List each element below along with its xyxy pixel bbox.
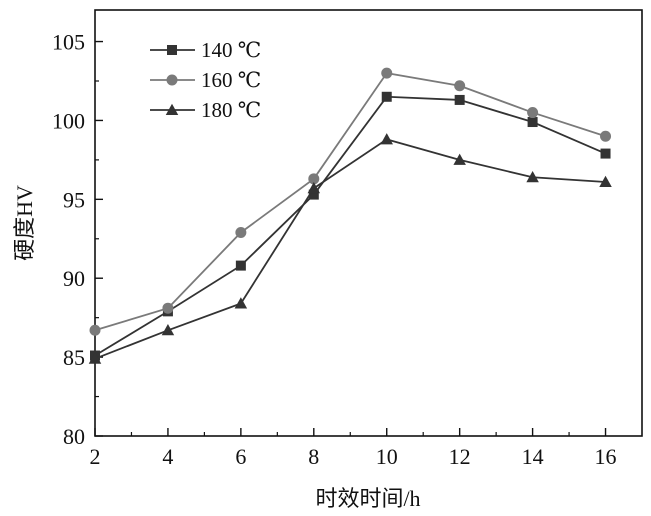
circle-marker: [600, 130, 612, 142]
triangle-marker: [88, 352, 102, 364]
circle-marker: [89, 324, 101, 336]
legend-item: 180 ℃: [150, 98, 261, 122]
square-marker: [308, 189, 319, 200]
x-tick-label: 4: [162, 444, 173, 469]
legend-item: 160 ℃: [150, 68, 261, 92]
circle-marker: [527, 107, 539, 119]
y-tick-label: 105: [52, 30, 85, 55]
square-marker: [381, 91, 392, 102]
circle-marker: [308, 173, 320, 185]
series-3: [88, 133, 612, 364]
circle-marker: [381, 67, 393, 79]
x-tick-label: 16: [595, 444, 617, 469]
square-marker: [235, 260, 246, 271]
series-layer: [88, 67, 612, 364]
x-axis-title: 时效时间/h: [315, 486, 420, 511]
triangle-marker: [453, 153, 466, 165]
series-1: [90, 91, 611, 361]
x-tick-label: 14: [522, 444, 544, 469]
legend-item: 140 ℃: [150, 38, 261, 62]
triangle-marker: [234, 297, 248, 309]
plot-frame: [94, 9, 643, 437]
square-marker: [167, 45, 177, 55]
axis-ticks: 2 4 6 8 10 12 14 16 80 85 90 95 100 105: [52, 30, 617, 469]
y-tick-label: 90: [63, 266, 85, 291]
y-axis-title: 硬度HV: [12, 185, 37, 261]
x-tick-label: 6: [235, 444, 246, 469]
y-tick-label: 100: [52, 108, 85, 133]
triangle-marker: [165, 103, 179, 115]
legend-label: 180 ℃: [201, 98, 261, 122]
square-marker: [527, 117, 538, 128]
triangle-marker: [307, 182, 321, 194]
legend-label: 160 ℃: [201, 68, 261, 92]
triangle-marker: [526, 170, 539, 183]
square-marker: [454, 94, 465, 105]
square-marker: [600, 148, 611, 159]
circle-marker: [454, 80, 466, 92]
series-line: [94, 95, 606, 357]
circle-marker: [162, 302, 174, 314]
circle-marker: [166, 74, 178, 86]
series-line: [94, 138, 606, 360]
x-tick-label: 12: [449, 444, 471, 469]
legend: 140 ℃ 160 ℃ 180 ℃: [150, 38, 261, 122]
x-tick-label: 10: [376, 444, 398, 469]
triangle-marker: [599, 175, 612, 187]
x-tick-label: 2: [90, 444, 101, 469]
circle-marker: [235, 226, 247, 238]
series-line: [94, 72, 606, 332]
y-tick-label: 80: [63, 424, 85, 449]
series-2: [89, 67, 612, 336]
triangle-marker: [161, 324, 175, 336]
y-tick-label: 95: [63, 187, 85, 212]
y-tick-label: 85: [63, 345, 85, 370]
legend-label: 140 ℃: [201, 38, 261, 62]
triangle-marker: [380, 133, 393, 145]
x-tick-label: 8: [308, 444, 319, 469]
